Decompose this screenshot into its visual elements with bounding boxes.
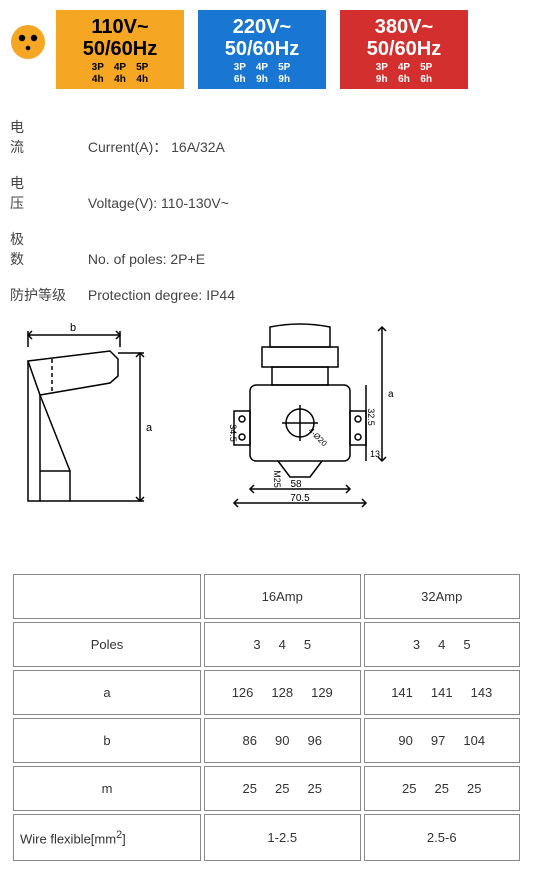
table-row: Poles345345 — [13, 622, 520, 667]
spec-protection-val: IP44 — [206, 287, 235, 303]
voltage-subcol: 5P6h — [420, 62, 432, 85]
table-row: m252525252525 — [13, 766, 520, 811]
voltage-box-container: 110V~50/60Hz3P4h4P4h5P4h220V~50/60Hz3P6h… — [56, 10, 468, 89]
voltage-subcol: 3P6h — [234, 62, 246, 85]
table-header-empty — [13, 574, 201, 619]
spec-protection-cn: 防护等级 — [10, 285, 84, 305]
table-cell: 141141143 — [364, 670, 521, 715]
diagram-right: a 32.5 13 34.5 4-Ø20 M25 58 70.5 — [200, 321, 400, 521]
voltage-value: 380V~ — [340, 16, 468, 38]
voltage-subgrid: 3P6h 4P9h 5P9h — [198, 62, 326, 85]
table-cell: 345 — [364, 622, 521, 667]
spec-current: 电 流 Current(A)： 16A/32A — [10, 117, 523, 157]
voltage-subcol: 3P4h — [92, 62, 104, 85]
table-cell: 126128129 — [204, 670, 361, 715]
spec-protection-en: Protection degree: — [88, 287, 202, 303]
table-cell: 9097104 — [364, 718, 521, 763]
spec-poles-en: No. of poles: — [88, 251, 167, 267]
spec-voltage-val: 110-130V~ — [161, 195, 229, 211]
table-row-label: Poles — [13, 622, 201, 667]
table-row: a126128129141141143 — [13, 670, 520, 715]
diagram-left-b: b — [70, 322, 76, 334]
frequency-value: 50/60Hz — [198, 38, 326, 60]
wire-label-post: ] — [122, 831, 126, 846]
table-header-32amp: 32Amp — [364, 574, 521, 619]
table-row-label: m — [13, 766, 201, 811]
spec-poles-val: 2P+E — [170, 251, 205, 267]
voltage-subcol: 4P6h — [398, 62, 410, 85]
diagram-right-13: 13 — [370, 449, 380, 459]
spec-list: 电 流 Current(A)： 16A/32A 电 压 Voltage(V): … — [10, 117, 523, 305]
voltage-subgrid: 3P9h 4P6h 5P6h — [340, 62, 468, 85]
voltage-subcol: 4P4h — [114, 62, 126, 85]
diagram-right-a: a — [388, 389, 394, 400]
table-wire-label: Wire flexible[mm2] — [13, 814, 201, 861]
diagram-left: b a — [10, 321, 160, 521]
table-row: 16Amp 32Amp — [13, 574, 520, 619]
voltage-subcol: 5P9h — [278, 62, 290, 85]
voltage-value: 110V~ — [56, 16, 184, 38]
spec-poles-cn: 极 数 — [10, 229, 84, 269]
frequency-value: 50/60Hz — [340, 38, 468, 60]
table-header-16amp: 16Amp — [204, 574, 361, 619]
diagram-right-58: 58 — [290, 479, 302, 490]
table-cell: 869096 — [204, 718, 361, 763]
spec-voltage: 电 压 Voltage(V): 110-130V~ — [10, 173, 523, 213]
voltage-value: 220V~ — [198, 16, 326, 38]
diagram-right-345: 34.5 — [228, 424, 238, 442]
table-cell: 252525 — [364, 766, 521, 811]
voltage-badges: 110V~50/60Hz3P4h4P4h5P4h220V~50/60Hz3P6h… — [10, 10, 523, 89]
voltage-subcol: 5P4h — [136, 62, 148, 85]
table-cell: 345 — [204, 622, 361, 667]
voltage-subgrid: 3P4h 4P4h 5P4h — [56, 62, 184, 85]
table-row: b8690969097104 — [13, 718, 520, 763]
spec-poles: 极 数 No. of poles: 2P+E — [10, 229, 523, 269]
voltage-subcol: 4P9h — [256, 62, 268, 85]
diagram-right-m25: M25 — [272, 470, 282, 488]
table-wire-b: 2.5-6 — [364, 814, 521, 861]
voltage-box-1: 220V~50/60Hz 3P6h 4P9h 5P9h — [198, 10, 326, 89]
table-row-label: a — [13, 670, 201, 715]
diagram-right-325: 32.5 — [366, 408, 376, 426]
spec-current-en: Current(A)： — [88, 139, 167, 155]
table-row-wire: Wire flexible[mm2] 1-2.5 2.5-6 — [13, 814, 520, 861]
voltage-box-0: 110V~50/60Hz 3P4h 4P4h 5P4h — [56, 10, 184, 89]
plug-icon — [10, 24, 46, 60]
diagram-right-705: 70.5 — [290, 493, 310, 504]
voltage-subcol: 3P9h — [376, 62, 388, 85]
voltage-box-2: 380V~50/60Hz 3P9h 4P6h 5P6h — [340, 10, 468, 89]
wire-label-pre: Wire flexible[mm — [20, 831, 116, 846]
spec-current-cn: 电 流 — [10, 117, 84, 157]
table-row-label: b — [13, 718, 201, 763]
table-wire-a: 1-2.5 — [204, 814, 361, 861]
spec-voltage-cn: 电 压 — [10, 173, 84, 213]
diagram-row: b a — [10, 321, 523, 521]
table-cell: 252525 — [204, 766, 361, 811]
spec-current-val: 16A/32A — [171, 139, 225, 155]
frequency-value: 50/60Hz — [56, 38, 184, 60]
spec-table: 16Amp 32Amp Poles345345a1261281291411411… — [10, 571, 523, 864]
diagram-left-a: a — [146, 422, 153, 434]
diagram-right-d20: 4-Ø20 — [307, 426, 329, 448]
spec-voltage-en: Voltage(V): — [88, 195, 157, 211]
spec-protection: 防护等级 Protection degree: IP44 — [10, 285, 523, 305]
